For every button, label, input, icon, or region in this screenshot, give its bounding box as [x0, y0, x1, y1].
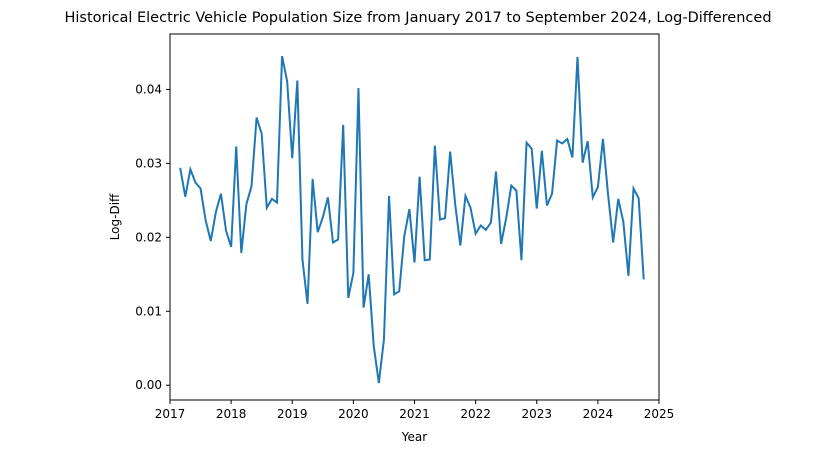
x-axis: 2017 2018 2019 2020 2021 2022 2023 2024 2025	[155, 400, 675, 421]
x-tick-label: 2023	[521, 407, 552, 421]
y-tick-label: 0.04	[135, 82, 162, 96]
plot-area	[169, 33, 660, 401]
y-tick-label: 0.02	[135, 230, 162, 244]
y-tick-label: 0.01	[135, 304, 162, 318]
chart-title: Historical Electric Vehicle Population S…	[64, 10, 771, 26]
x-tick-label: 2022	[460, 407, 491, 421]
y-axis-label: Log-Diff	[108, 193, 122, 240]
y-axis: 0.00 0.01 0.02 0.03 0.04	[135, 82, 170, 392]
series-line	[179, 55, 645, 384]
x-tick-label: 2021	[399, 407, 430, 421]
x-tick-label: 2018	[216, 407, 247, 421]
y-tick-label: 0.00	[135, 378, 162, 392]
x-tick-label: 2017	[155, 407, 186, 421]
x-tick-label: 2020	[338, 407, 369, 421]
x-tick-label: 2019	[277, 407, 308, 421]
y-tick-label: 0.03	[135, 156, 162, 170]
x-tick-label: 2025	[644, 407, 675, 421]
x-axis-label: Year	[401, 430, 427, 444]
x-tick-label: 2024	[583, 407, 614, 421]
